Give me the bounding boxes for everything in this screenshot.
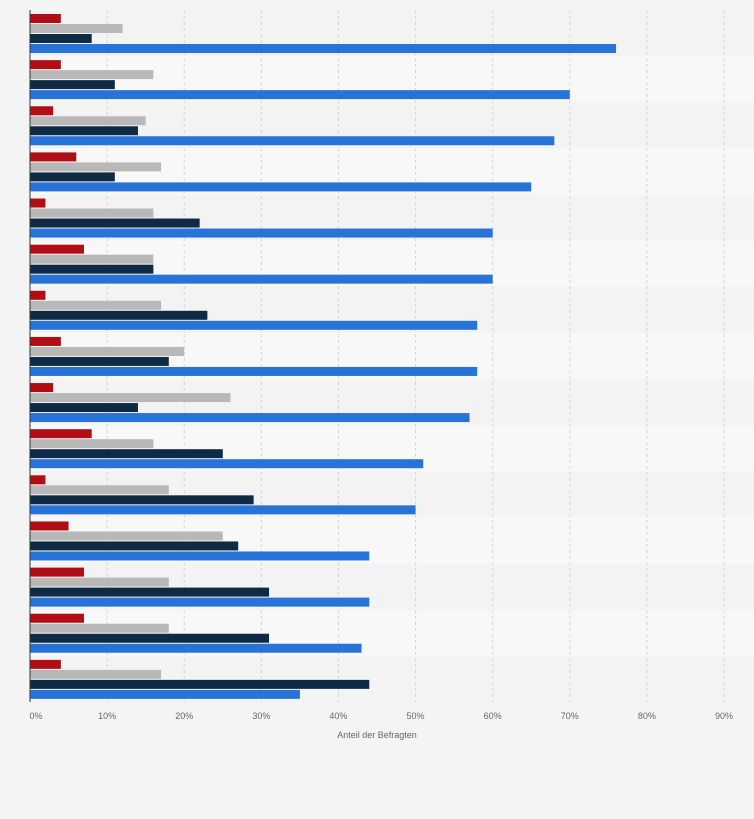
x-tick-label: 80% — [638, 711, 656, 721]
bar — [30, 290, 46, 300]
bar — [30, 162, 162, 172]
bar — [30, 228, 493, 238]
bar — [30, 34, 92, 43]
bar — [30, 198, 46, 208]
bar — [30, 136, 555, 146]
bar — [30, 623, 169, 633]
bar — [30, 449, 223, 459]
bar — [30, 587, 270, 597]
bar — [30, 393, 231, 403]
bar — [30, 633, 270, 643]
bar — [30, 659, 61, 669]
bar — [30, 597, 370, 607]
bar — [30, 90, 570, 100]
x-tick-label: 0% — [29, 711, 42, 721]
bar — [30, 300, 162, 310]
bar — [30, 613, 84, 623]
bar — [30, 551, 370, 561]
bar — [30, 14, 61, 23]
bar — [30, 182, 532, 192]
bar — [30, 116, 146, 126]
x-tick-label: 20% — [175, 711, 193, 721]
bar — [30, 475, 46, 485]
bar — [30, 60, 61, 70]
bar — [30, 541, 239, 551]
bar — [30, 643, 362, 653]
bar — [30, 459, 424, 469]
bar — [30, 106, 54, 116]
bar — [30, 24, 123, 33]
bar — [30, 383, 54, 393]
x-tick-label: 90% — [715, 711, 733, 721]
bar — [30, 689, 300, 699]
bar — [30, 495, 254, 505]
x-tick-label: 30% — [252, 711, 270, 721]
bar — [30, 403, 138, 413]
x-tick-label: 50% — [407, 711, 425, 721]
bar — [30, 366, 478, 376]
bar — [30, 274, 493, 284]
bar — [30, 669, 162, 679]
bar — [30, 218, 200, 228]
x-tick-label: 60% — [484, 711, 502, 721]
bar — [30, 80, 115, 90]
bar — [30, 439, 154, 449]
bar — [30, 429, 92, 439]
grid-lines — [106, 10, 725, 702]
bar — [30, 505, 416, 515]
bar — [30, 485, 169, 495]
x-tick-label: 70% — [561, 711, 579, 721]
x-tick-label: 10% — [98, 711, 116, 721]
bar — [30, 152, 77, 162]
bar — [30, 531, 223, 541]
bar — [30, 264, 154, 274]
bars — [30, 14, 617, 699]
bar — [30, 254, 154, 264]
bar — [30, 356, 169, 366]
bar — [30, 521, 69, 531]
bar — [30, 172, 115, 182]
bar — [30, 44, 617, 53]
bar — [30, 567, 84, 577]
bar — [30, 320, 478, 330]
bar — [30, 577, 169, 587]
bar — [30, 244, 84, 254]
x-tick-label: 40% — [329, 711, 347, 721]
bar — [30, 208, 154, 218]
x-axis-title: Anteil der Befragten — [337, 730, 417, 740]
bar — [30, 126, 138, 136]
bar — [30, 346, 185, 356]
bar — [30, 413, 470, 423]
bar — [30, 679, 370, 689]
bar — [30, 336, 61, 346]
bar — [30, 310, 208, 320]
x-axis-ticks: 0% 10% 20% 30% 40% 50% 60% 70% 80% 90% — [29, 711, 733, 721]
bar — [30, 70, 154, 80]
